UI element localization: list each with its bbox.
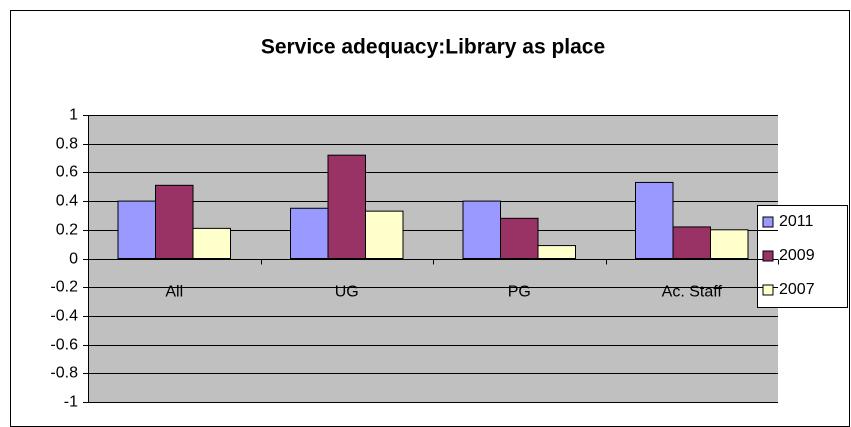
bar bbox=[710, 229, 749, 260]
legend-swatch bbox=[762, 216, 774, 228]
legend-swatch bbox=[762, 250, 774, 262]
bar bbox=[155, 184, 194, 259]
bar bbox=[462, 200, 501, 260]
y-tick-label: 1 bbox=[69, 107, 78, 124]
legend-label: 2009 bbox=[779, 247, 815, 264]
bar bbox=[327, 154, 366, 259]
y-tick-label: 0.4 bbox=[56, 193, 78, 210]
x-tick-label: All bbox=[165, 284, 183, 301]
y-tick-label: 0 bbox=[69, 251, 78, 268]
y-tick-label: -0.8 bbox=[50, 365, 78, 382]
y-tick-label: -0.2 bbox=[50, 279, 78, 296]
bar bbox=[365, 210, 404, 260]
bar bbox=[290, 207, 329, 259]
legend-label: 2007 bbox=[779, 281, 815, 298]
bar bbox=[500, 217, 539, 260]
bar bbox=[537, 245, 576, 260]
y-tick-label: 0.8 bbox=[56, 136, 78, 153]
bar bbox=[635, 181, 674, 260]
y-tick-label: -0.6 bbox=[50, 337, 78, 354]
bar bbox=[117, 200, 156, 260]
legend-swatch bbox=[762, 284, 774, 296]
y-tick-label: 0.2 bbox=[56, 222, 78, 239]
bar bbox=[192, 227, 231, 260]
y-tick-label: -1 bbox=[64, 394, 78, 411]
x-tick-label: UG bbox=[335, 284, 359, 301]
y-tick-label: -0.4 bbox=[50, 308, 78, 325]
legend-label: 2011 bbox=[779, 213, 814, 230]
x-tick-label: PG bbox=[508, 284, 531, 301]
x-tick-label: Ac. Staff bbox=[662, 284, 723, 301]
chart-title: Service adequacy:Library as place bbox=[261, 36, 605, 59]
bar bbox=[672, 226, 711, 259]
y-tick-label: 0.6 bbox=[56, 164, 78, 181]
